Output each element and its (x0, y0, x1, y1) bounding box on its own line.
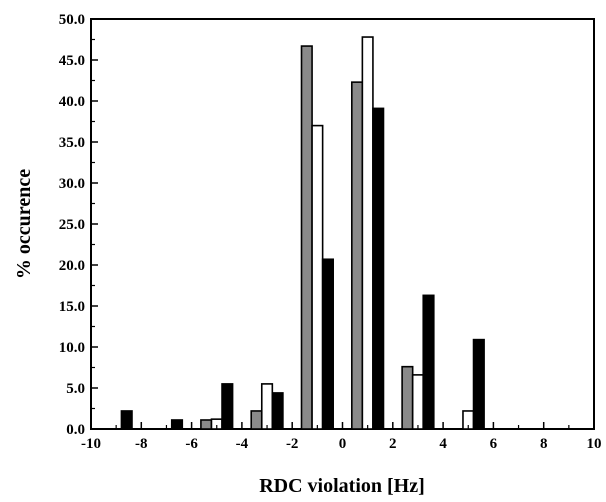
bar-series-3-bin-7 (422, 294, 435, 430)
x-tick-label: 10 (587, 436, 602, 452)
y-tick-label: 25.0 (59, 217, 85, 233)
x-tick-label: 4 (439, 436, 447, 452)
y-tick-label: 5.0 (66, 381, 85, 397)
bar-series-2-bin-4 (260, 383, 274, 430)
x-axis-title: RDC violation [Hz] (259, 475, 425, 497)
bar-series-3-bin-4 (271, 392, 284, 430)
bars-layer (120, 36, 485, 430)
bar-series-3-bin-1 (120, 410, 133, 430)
bar-series-3-bin-8 (472, 338, 485, 430)
bar-series-1-bin-6 (351, 81, 364, 430)
y-axis-title: % occurence (13, 169, 35, 279)
bar-series-2-bin-7 (411, 374, 425, 430)
y-tick-label: 20.0 (59, 258, 85, 274)
y-tick-label: 15.0 (59, 299, 85, 315)
x-tick-label: 2 (389, 436, 397, 452)
x-tick-label: 0 (339, 436, 347, 452)
y-tick-label: 40.0 (59, 94, 85, 110)
y-axis: 0.0 5.0 10.0 15.0 20.0 25.0 30.0 35.0 40.0 45.0 50… (59, 12, 98, 438)
x-tick-label: -6 (185, 436, 198, 452)
y-tick-label: 50.0 (59, 12, 85, 28)
y-tick-label: 30.0 (59, 176, 85, 192)
plot-frame (90, 18, 595, 430)
y-tick-label: 10.0 (59, 340, 85, 356)
bar-series-3-bin-2 (170, 419, 184, 430)
bar-series-3-bin-3 (221, 383, 234, 430)
bar-series-2-bin-5 (311, 124, 324, 430)
x-tick-label: -2 (286, 436, 299, 452)
y-tick-label: 45.0 (59, 53, 85, 69)
y-tick-label: 35.0 (59, 135, 85, 151)
x-tick-label: 8 (540, 436, 548, 452)
x-tick-label: -4 (236, 436, 249, 452)
bar-series-3-bin-5 (321, 258, 334, 430)
x-tick-label: -8 (135, 436, 148, 452)
bar-series-1-bin-5 (300, 45, 313, 430)
bar-series-1-bin-3 (200, 419, 213, 430)
bar-series-2-bin-6 (361, 36, 374, 430)
x-axis: -10 -8 -6 -4 -2 0 2 4 6 8 10 (81, 422, 602, 452)
bar-series-1-bin-4 (250, 410, 263, 430)
x-tick-label: -10 (81, 436, 101, 452)
x-tick-label: 6 (490, 436, 498, 452)
y-tick-label: 0.0 (66, 422, 85, 438)
bar-series-3-bin-6 (372, 107, 385, 430)
bar-series-1-bin-7 (401, 365, 414, 430)
